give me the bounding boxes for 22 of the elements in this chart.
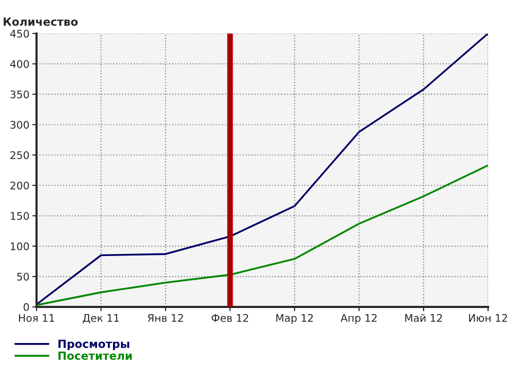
y-tick-label: 200 (10, 182, 29, 190)
legend-label: Просмотры (58, 340, 130, 350)
x-tick-label: Апр 12 (340, 314, 377, 324)
line-series (36, 33, 488, 306)
legend-label: Посетители (58, 352, 132, 360)
x-tick-label: Фев 12 (212, 314, 248, 322)
x-tick-label: Мар 12 (276, 314, 313, 324)
y-tick-label: 100 (10, 242, 29, 250)
y-tick-label: 150 (10, 212, 29, 220)
x-tick-label: Ноя 11 (19, 314, 54, 322)
y-tick-label: 400 (10, 60, 29, 68)
y-tick-label: 350 (10, 90, 29, 98)
y-tick-label: 250 (10, 151, 29, 160)
y-axis-title: Количество (4, 18, 78, 26)
y-tick-label: 50 (17, 272, 29, 281)
x-tick-label: Май 12 (405, 314, 442, 322)
x-tick-label: Июн 12 (469, 314, 507, 322)
x-tick-label: Дек 11 (82, 314, 119, 324)
y-tick-label: 0 (24, 303, 29, 312)
x-tick-label: Янв 12 (148, 314, 183, 322)
y-tick-label: 450 (10, 30, 29, 38)
y-tick-label: 300 (10, 120, 29, 129)
